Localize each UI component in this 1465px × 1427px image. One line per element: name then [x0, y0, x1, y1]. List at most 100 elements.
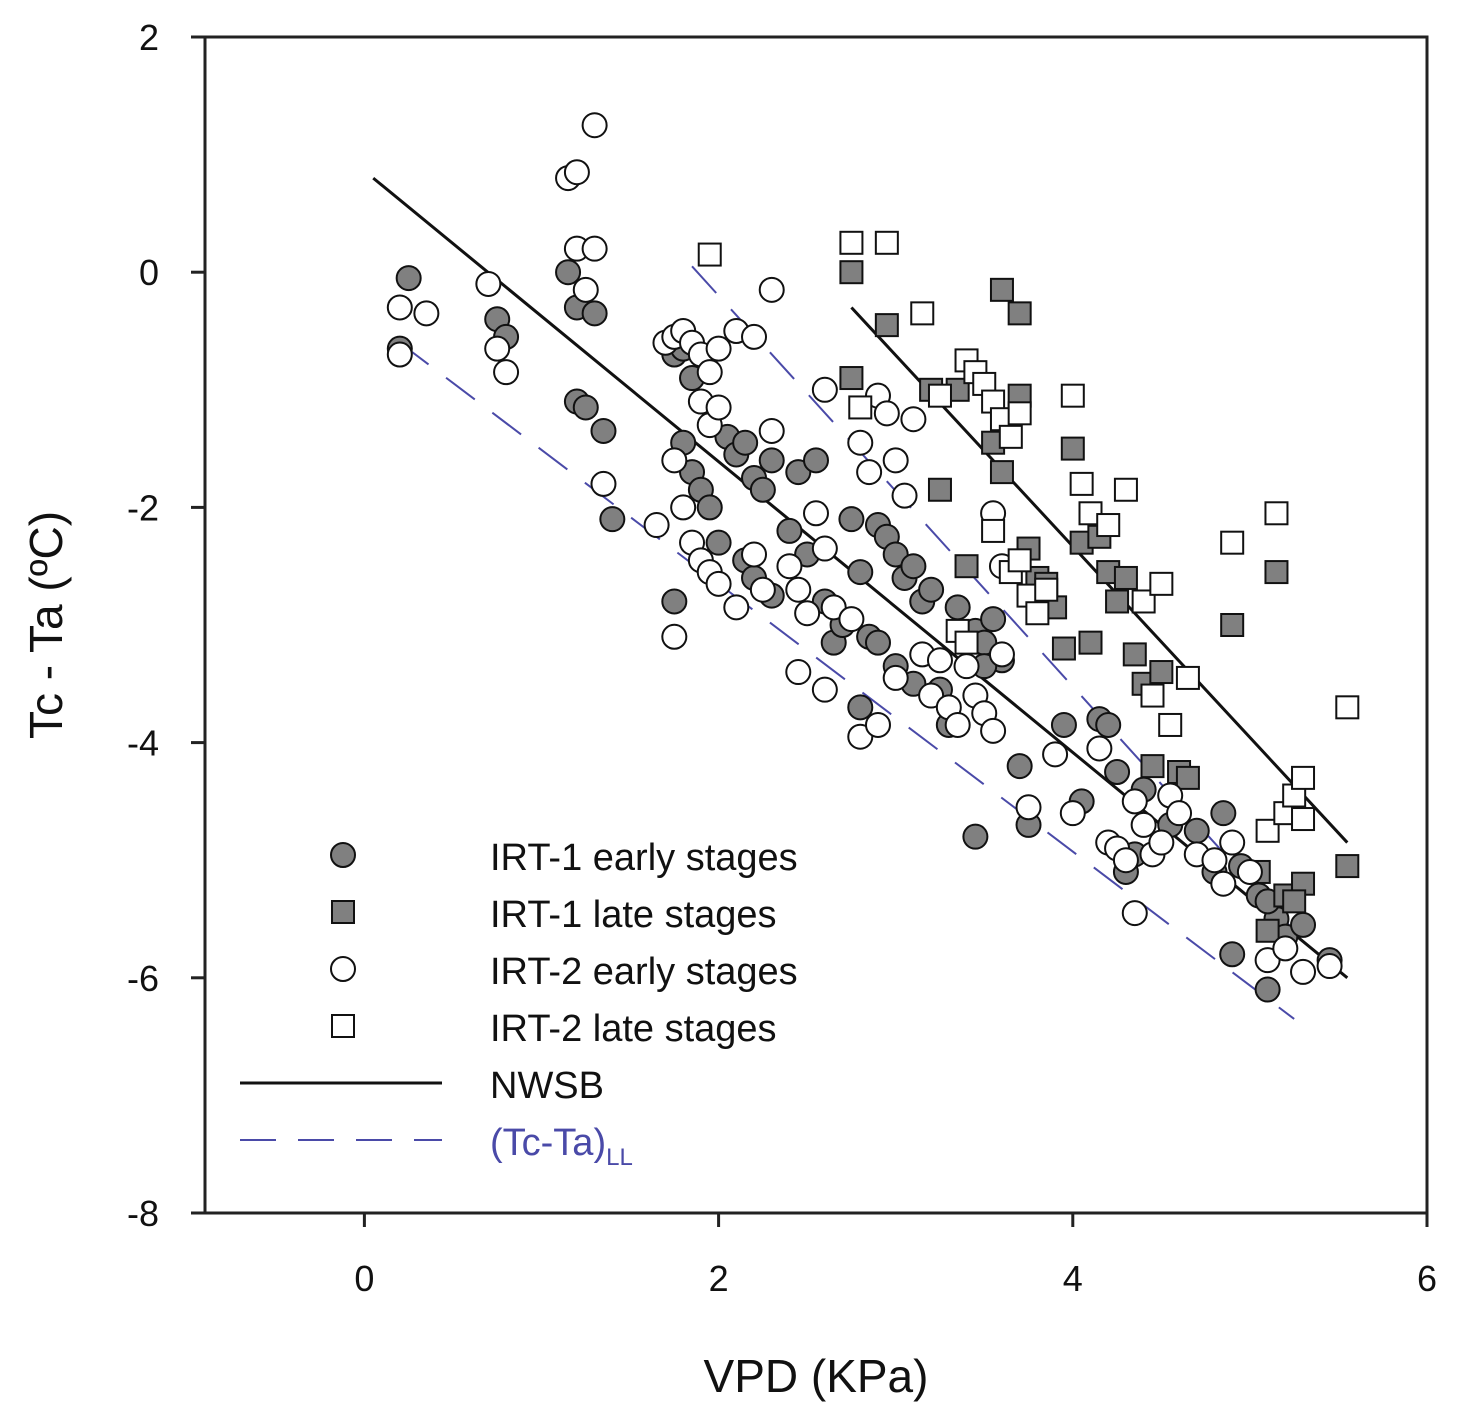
irt-2-early-stages-point [1166, 800, 1193, 827]
irt-2-early-stages-point [1130, 811, 1157, 838]
legend-marker-circle [330, 842, 356, 868]
irt-2-early-stages-point [794, 600, 821, 627]
irt-1-late-stages-point [839, 366, 864, 391]
legend-marker-square [331, 900, 355, 924]
irt-2-early-stages-point [705, 394, 732, 421]
irt-2-early-stages-point [758, 276, 785, 303]
irt-1-late-stages-point [1122, 642, 1147, 667]
irt-1-early-stages-point [590, 417, 617, 444]
irt-1-late-stages-point [1282, 889, 1307, 914]
irt-2-late-stages-point [1291, 765, 1316, 790]
irt-2-early-stages-point [785, 576, 812, 603]
irt-2-early-stages-point [882, 664, 909, 691]
irt-2-early-stages-point [838, 606, 865, 633]
irt-2-early-stages-point [723, 594, 750, 621]
irt-2-late-stages-point [1140, 683, 1165, 708]
irt-1-early-stages-point [1006, 753, 1033, 780]
irt-2-early-stages-point [741, 541, 768, 568]
irt-1-late-stages-point [874, 313, 899, 338]
x-tick-label: 2 [709, 1258, 729, 1299]
irt-1-early-stages-point [581, 300, 608, 327]
irt-1-late-stages-point [1051, 636, 1076, 661]
irt-1-early-stages-point [1050, 711, 1077, 738]
irt-2-early-stages-point [1219, 829, 1246, 856]
irt-1-early-stages-point [847, 694, 874, 721]
irt-2-late-stages-point [1060, 383, 1085, 408]
y-axis-title: Tc - Ta (ºC) [20, 511, 72, 739]
y-tick-label: -6 [127, 958, 159, 999]
irt-2-early-stages-point [1236, 858, 1263, 885]
irt-2-early-stages-point [1316, 953, 1343, 980]
irt-1-late-stages-point [1264, 560, 1289, 585]
irt-1-early-stages-point [980, 606, 1007, 633]
irt-2-early-stages-point [475, 270, 502, 297]
irt-2-late-stages-point [1096, 513, 1121, 538]
irt-1-late-stages-point [1140, 754, 1165, 779]
irt-1-early-stages-point [1104, 759, 1131, 785]
irt-1-early-stages-point [776, 517, 803, 544]
irt-1-early-stages-point [882, 541, 909, 568]
irt-2-early-stages-point [705, 335, 732, 362]
irt-1-late-stages-point [954, 554, 979, 579]
irt-1-late-stages-point [989, 460, 1014, 485]
irt-1-early-stages-point [864, 629, 891, 656]
irt-2-early-stages-point [873, 400, 900, 427]
irt-1-early-stages-point [572, 394, 599, 421]
irt-1-early-stages-point [661, 588, 688, 615]
irt-2-late-stages-point [697, 242, 722, 267]
irt-1-early-stages-point [838, 506, 865, 533]
legend-label: IRT-1 late stages [490, 894, 777, 936]
irt-2-early-stages-point [1121, 788, 1148, 815]
legend: IRT-1 early stages IRT-1 late stages IRT-2… [240, 837, 798, 1171]
irt-2-late-stages-point [1149, 571, 1174, 596]
irt-2-early-stages-point [563, 159, 590, 186]
data-points [386, 112, 1360, 1003]
irt-1-late-stages-point [989, 277, 1014, 302]
irt-2-late-stages-point [1131, 589, 1156, 614]
irt-2-late-stages-point [981, 518, 1006, 543]
irt-2-early-stages-point [696, 359, 723, 386]
irt-2-early-stages-point [856, 459, 883, 486]
irt-1-early-stages-point [847, 559, 874, 586]
irt-2-early-stages-point [581, 112, 608, 139]
irt-1-early-stages-point [1219, 941, 1246, 968]
irt-2-early-stages-point [820, 594, 847, 621]
irt-2-late-stages-point [998, 424, 1023, 449]
irt-2-early-stages-point [953, 653, 980, 680]
irt-2-early-stages-point [572, 276, 599, 303]
irt-2-early-stages-point [661, 447, 688, 474]
legend-label: IRT-1 early stages [490, 837, 798, 879]
irt-2-late-stages-point [1158, 712, 1183, 737]
irt-2-late-stages-point [1175, 665, 1200, 690]
x-axis-title: VPD (KPa) [704, 1350, 929, 1402]
axis-ticks: 0 2 4 6 2 0 -2 -4 -6 -8 [127, 17, 1437, 1299]
irt-2-early-stages-point [847, 723, 874, 750]
irt-1-early-stages-point [1290, 911, 1317, 938]
irt-2-early-stages-point [980, 717, 1007, 744]
irt-2-early-stages-point [918, 682, 945, 709]
irt-2-early-stages-point [413, 300, 440, 327]
irt-1-early-stages-point [555, 259, 582, 286]
irt-2-early-stages-point [484, 335, 511, 362]
irt-1-late-stages-point [1149, 660, 1174, 685]
irt-2-early-stages-point [741, 323, 768, 350]
legend-label: IRT-2 early stages [490, 951, 798, 993]
irt-2-early-stages-point [1112, 847, 1139, 874]
irt-2-early-stages-point [882, 447, 909, 474]
irt-2-late-stages-point [1034, 577, 1059, 602]
x-tick-label: 0 [354, 1258, 374, 1299]
irt-2-early-stages-point [926, 647, 953, 674]
y-tick-label: -2 [127, 487, 159, 528]
irt-2-late-stages-point [1335, 695, 1360, 720]
irt-2-early-stages-point [811, 676, 838, 703]
irt-1-early-stages-point [900, 553, 927, 580]
irt-2-early-stages-point [811, 535, 838, 562]
lower-limit-line [691, 265, 1295, 932]
irt-2-early-stages-point [1210, 870, 1237, 897]
irt-1-early-stages-point [1210, 800, 1237, 827]
irt-2-early-stages-point [847, 429, 874, 456]
y-tick-label: -4 [127, 723, 159, 764]
y-tick-label: 2 [139, 17, 159, 58]
irt-2-late-stages-point [1007, 401, 1032, 426]
